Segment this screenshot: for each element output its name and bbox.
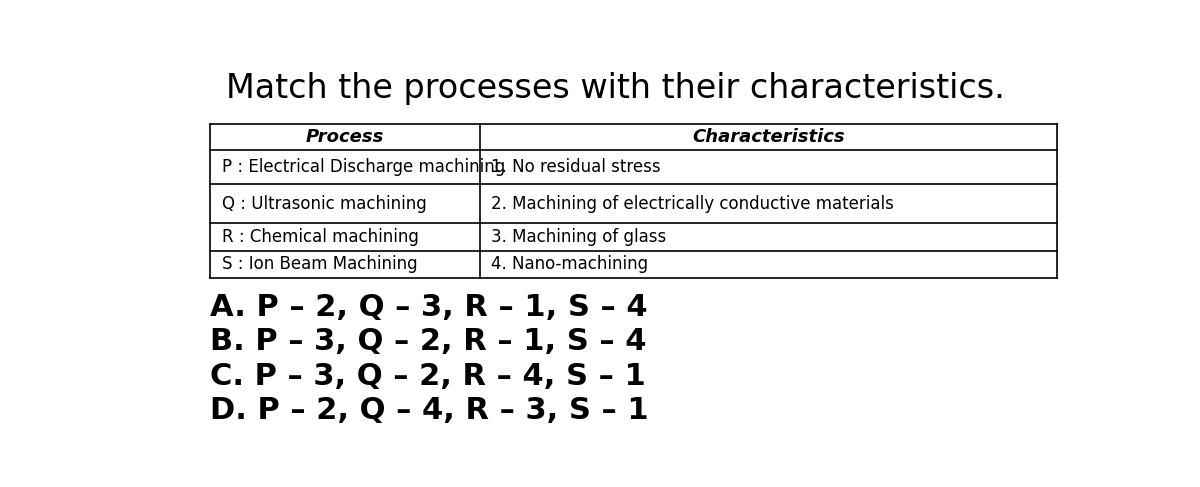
Text: R : Chemical machining: R : Chemical machining — [222, 228, 419, 246]
Text: Q : Ultrasonic machining: Q : Ultrasonic machining — [222, 195, 426, 213]
Text: 3. Machining of glass: 3. Machining of glass — [491, 228, 666, 246]
Text: D. P – 2, Q – 4, R – 3, S – 1: D. P – 2, Q – 4, R – 3, S – 1 — [210, 396, 649, 425]
Text: Match the processes with their characteristics.: Match the processes with their character… — [226, 72, 1004, 105]
Text: P : Electrical Discharge machining: P : Electrical Discharge machining — [222, 158, 505, 176]
Text: Process: Process — [306, 128, 384, 146]
Text: 4. Nano-machining: 4. Nano-machining — [491, 255, 648, 273]
Text: S : Ion Beam Machining: S : Ion Beam Machining — [222, 255, 418, 273]
Text: B. P – 3, Q – 2, R – 1, S – 4: B. P – 3, Q – 2, R – 1, S – 4 — [210, 327, 647, 356]
Text: A. P – 2, Q – 3, R – 1, S – 4: A. P – 2, Q – 3, R – 1, S – 4 — [210, 293, 648, 322]
Text: 2. Machining of electrically conductive materials: 2. Machining of electrically conductive … — [491, 195, 894, 213]
Text: 1. No residual stress: 1. No residual stress — [491, 158, 661, 176]
Text: Characteristics: Characteristics — [692, 128, 845, 146]
Text: C. P – 3, Q – 2, R – 4, S – 1: C. P – 3, Q – 2, R – 4, S – 1 — [210, 362, 647, 391]
